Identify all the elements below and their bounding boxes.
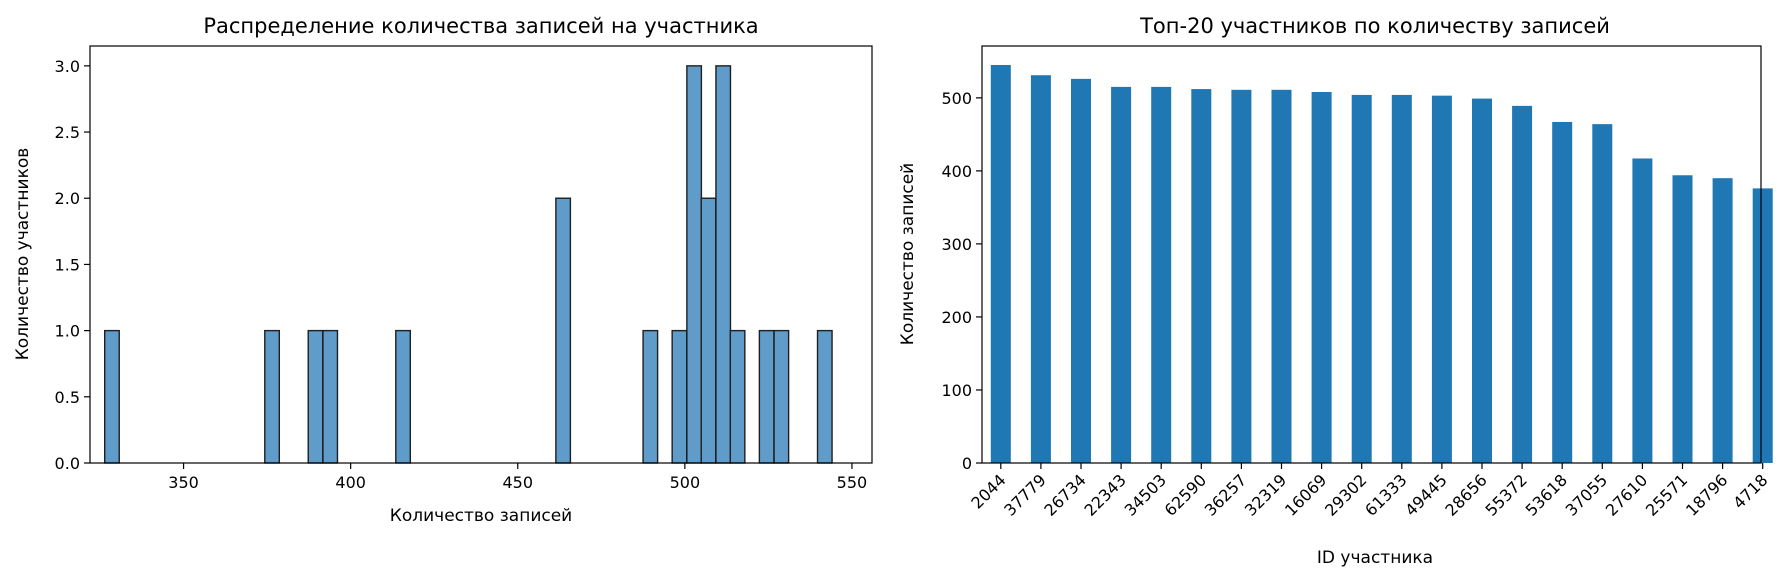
bar [990, 64, 1011, 464]
bar-chart-title: Топ-20 участников по количеству записей [1139, 14, 1610, 38]
y-tick-label: 300 [941, 235, 972, 254]
bar [1271, 89, 1292, 463]
bar-chart-y-ticks: 0 100 200 300 400 500 [941, 89, 982, 473]
bar-chart-bars [990, 64, 1773, 464]
bar-chart-x-axis-label: ID участника [1317, 548, 1433, 568]
category-label: 26734 [1040, 470, 1089, 519]
histogram-x-ticks: 350 400 450 500 550 [168, 463, 867, 492]
category-label: 27610 [1602, 470, 1651, 519]
histogram-bar [773, 329, 790, 464]
bar [1231, 89, 1252, 463]
category-label: 55372 [1481, 470, 1530, 519]
y-tick-label: 2.0 [55, 189, 80, 208]
category-label: 32319 [1241, 470, 1290, 519]
bar [1030, 75, 1051, 463]
y-tick-label: 0.0 [55, 454, 80, 473]
bar [1351, 94, 1372, 464]
histogram-title: Распределение количества записей на учас… [203, 14, 758, 38]
histogram-bar [686, 65, 703, 464]
category-label: 28656 [1441, 470, 1490, 519]
bar [1632, 158, 1653, 463]
x-tick-label: 350 [168, 473, 199, 492]
bar [1712, 178, 1733, 463]
category-label: 25571 [1642, 470, 1691, 519]
histogram-plot-frame [89, 45, 873, 464]
bar [1431, 95, 1452, 463]
bar-chart-plot-frame [981, 45, 1762, 464]
y-tick-label: 0 [962, 454, 972, 473]
bar [1151, 86, 1172, 464]
y-tick-label: 1.5 [55, 255, 80, 274]
category-label: 53618 [1522, 470, 1571, 519]
y-tick-label: 3.0 [55, 57, 80, 76]
histogram-bar [758, 329, 775, 464]
category-label: 22343 [1080, 470, 1129, 519]
y-tick-label: 100 [941, 381, 972, 400]
category-label: 16069 [1281, 470, 1330, 519]
bar [1512, 105, 1533, 464]
category-label: 37055 [1562, 470, 1611, 519]
histogram-y-axis-label: Количество участников [13, 148, 33, 361]
category-label: 4718 [1729, 470, 1771, 512]
bar [1672, 175, 1693, 463]
category-label: 49445 [1401, 470, 1450, 519]
histogram-bar [729, 329, 746, 464]
y-tick-label: 500 [941, 89, 972, 108]
x-tick-label: 550 [837, 473, 868, 492]
bar-chart-y-axis-label: Количество записей [898, 163, 918, 345]
histogram-bar [307, 329, 324, 464]
category-label: 62590 [1161, 470, 1210, 519]
bar [1472, 98, 1492, 464]
bar-chart-x-ticks: 2044377792673422343345036259036257323191… [967, 463, 1772, 520]
histogram-bars [104, 65, 833, 464]
category-label: 18796 [1682, 470, 1731, 519]
histogram-bar [700, 197, 717, 464]
histogram-bar [715, 65, 732, 464]
y-tick-label: 0.5 [55, 388, 80, 407]
bar [1311, 92, 1332, 463]
x-tick-label: 500 [670, 473, 701, 492]
histogram-bar [671, 329, 688, 464]
histogram-bar [322, 329, 339, 464]
y-tick-label: 1.0 [55, 322, 80, 341]
category-label: 36257 [1201, 470, 1250, 519]
histogram-bar [395, 329, 412, 464]
y-tick-label: 2.5 [55, 123, 80, 142]
bar [1191, 89, 1212, 464]
top20-bar-chart: Топ-20 участников по количеству записей … [898, 14, 1773, 568]
category-label: 29302 [1321, 470, 1370, 519]
bar [1391, 94, 1412, 464]
bar [1111, 86, 1132, 464]
histogram-bar [104, 329, 120, 464]
bar [1552, 121, 1573, 464]
bar [1071, 78, 1091, 463]
histogram-chart: Распределение количества записей на учас… [13, 14, 873, 526]
histogram-bar [816, 329, 833, 464]
y-tick-label: 200 [941, 308, 972, 327]
histogram-bar [555, 197, 572, 464]
bar [1752, 188, 1773, 463]
x-tick-label: 450 [502, 473, 533, 492]
bar [1592, 124, 1613, 464]
histogram-bar [264, 329, 281, 464]
category-label: 34503 [1121, 470, 1170, 519]
histogram-x-axis-label: Количество записей [390, 506, 572, 526]
histogram-y-ticks: 0.0 0.5 1.0 1.5 2.0 2.5 3.0 [55, 57, 90, 473]
category-label: 61333 [1361, 470, 1410, 519]
y-tick-label: 400 [941, 162, 972, 181]
histogram-bar [642, 329, 659, 464]
x-tick-label: 400 [335, 473, 366, 492]
category-label: 37779 [1000, 470, 1049, 519]
